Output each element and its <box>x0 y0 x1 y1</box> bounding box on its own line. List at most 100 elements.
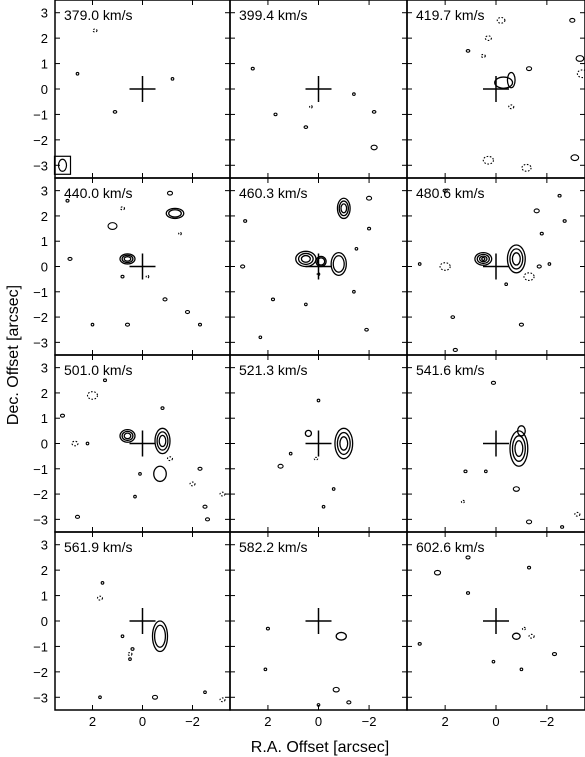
emission-contour <box>476 253 490 265</box>
y-tick-label: 1 <box>41 589 48 604</box>
y-tick-label: 2 <box>41 31 48 46</box>
velocity-label: 582.2 km/s <box>239 539 307 555</box>
noise-contour <box>525 66 533 72</box>
axis-tick-labels: 3 2 1 0 −1 −2 −3 3 2 1 0 −1 −2 −3 3 2 1 0 −1 −2 −3 3 2 1 0 −1 −2 −3… <box>33 6 554 729</box>
emission-contour <box>506 244 526 274</box>
y-tick-label: −3 <box>33 690 48 705</box>
noise-contour <box>102 378 108 383</box>
velocity-label: 561.9 km/s <box>64 539 132 555</box>
emission-contour <box>511 632 521 640</box>
noise-contour <box>303 125 309 130</box>
y-tick-label: 0 <box>41 614 48 629</box>
noise-contour-negative <box>482 155 495 165</box>
y-tick-label: 3 <box>41 184 48 199</box>
noise-contour <box>160 406 165 410</box>
noise-contour <box>197 466 203 471</box>
noise-contour-negative <box>496 16 506 24</box>
emission-contour <box>153 465 167 483</box>
noise-contour <box>170 76 175 81</box>
noise-contour <box>512 486 520 492</box>
emission-contour <box>474 251 493 266</box>
noise-contour <box>130 647 135 651</box>
noise-contour-negative <box>189 481 196 487</box>
noise-contour <box>536 264 542 269</box>
emission-contour <box>338 200 349 217</box>
emission-contour <box>158 434 167 448</box>
emission-contour <box>165 207 185 220</box>
noise-contour <box>166 190 174 196</box>
y-axis-title: Dec. Offset [arcsec] <box>5 285 22 425</box>
y-tick-label: 2 <box>41 209 48 224</box>
emission-contour <box>119 253 136 265</box>
noise-contour <box>560 525 565 529</box>
emission-contour <box>509 248 524 270</box>
y-tick-label: 3 <box>41 361 48 376</box>
y-tick-label: −3 <box>33 512 48 527</box>
noise-contour <box>133 494 137 499</box>
x-tick-label: 2 <box>442 714 449 729</box>
noise-contour-negative <box>119 206 126 211</box>
noise-contour <box>519 667 524 672</box>
channel-panel: 480.6 km/s <box>406 177 585 356</box>
velocity-label: 399.4 km/s <box>239 7 307 23</box>
emission-contour <box>509 430 529 467</box>
emission-contour <box>168 209 182 218</box>
noise-contour <box>450 315 456 319</box>
emission-contour <box>119 428 136 443</box>
noise-contour <box>465 48 471 53</box>
emission-contour <box>511 435 526 462</box>
noise-contour <box>270 297 276 302</box>
noise-contour <box>202 504 208 509</box>
channel-panel: 399.4 km/s <box>229 0 408 179</box>
y-tick-label: 1 <box>41 234 48 249</box>
noise-contour <box>75 71 80 76</box>
emission-contour <box>330 251 347 277</box>
emission-contour <box>494 76 514 89</box>
noise-contour <box>525 519 533 525</box>
emission-contour <box>506 71 516 89</box>
channel-map-panels: 379.0 km/s 399.4 km/s 419.7 km/s 440.0 km/s… <box>53 0 585 711</box>
noise-contour <box>433 569 442 576</box>
y-tick-label: 3 <box>41 538 48 553</box>
noise-contour-negative <box>96 595 104 601</box>
noise-contour <box>316 398 321 403</box>
x-tick-label: −2 <box>185 714 200 729</box>
emission-contour <box>335 631 347 641</box>
noise-contour <box>151 694 159 700</box>
emission-contour <box>121 254 134 264</box>
noise-contour <box>526 565 532 570</box>
emission-contour <box>156 431 169 451</box>
noise-contour <box>364 327 369 332</box>
noise-contour <box>184 309 191 315</box>
emission-contour <box>336 197 351 220</box>
noise-contour <box>138 471 142 476</box>
noise-contour <box>74 514 81 519</box>
noise-contour <box>371 110 377 114</box>
noise-contour-negative <box>521 626 527 631</box>
noise-contour <box>491 659 496 664</box>
channel-panel: 460.3 km/s <box>229 177 408 356</box>
noise-contour <box>557 193 562 198</box>
noise-contour <box>273 112 278 117</box>
emission-contour <box>514 440 524 457</box>
noise-contour <box>463 469 468 474</box>
noise-contour-negative <box>521 163 532 172</box>
noise-contour <box>265 626 270 631</box>
noise-contour <box>332 686 340 693</box>
velocity-label: 521.3 km/s <box>239 362 307 378</box>
y-tick-label: −1 <box>33 462 48 477</box>
noise-contour <box>90 322 95 327</box>
noise-contour <box>442 188 448 193</box>
y-tick-label: −2 <box>33 310 48 325</box>
emission-contour <box>154 427 171 455</box>
emission-contour <box>334 427 354 460</box>
noise-contour-negative <box>309 104 313 109</box>
noise-contour <box>263 667 268 672</box>
noise-contour-negative <box>219 697 226 703</box>
noise-contour <box>124 322 131 327</box>
noise-contour <box>120 634 125 639</box>
noise-contour <box>250 66 255 71</box>
noise-contour <box>100 581 105 585</box>
noise-contour <box>367 226 372 231</box>
